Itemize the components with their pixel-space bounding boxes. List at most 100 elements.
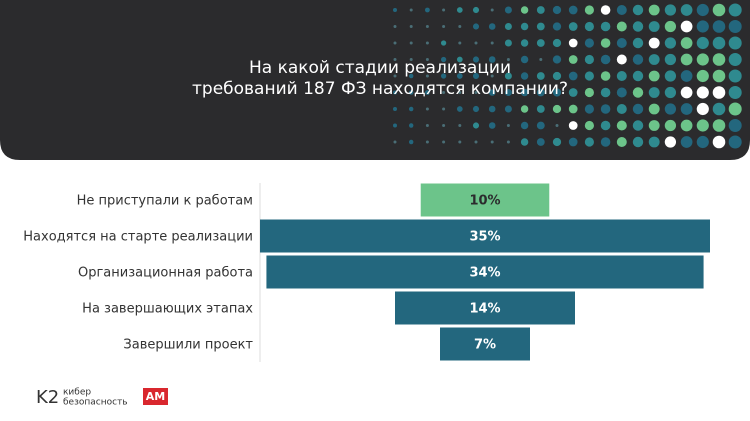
dot [584,5,594,15]
dot [472,23,480,30]
dot [408,139,414,145]
dot [600,120,611,131]
value-label: 34% [469,266,500,281]
dot [472,56,480,63]
dot [520,72,529,80]
dot [472,105,480,113]
dot [664,103,677,115]
dot [490,140,494,144]
dot [648,87,660,98]
dot [442,8,446,12]
dot [504,72,512,80]
dot [648,4,660,16]
dot [616,104,627,114]
dot [696,3,709,17]
dot [552,22,562,31]
dot [712,119,726,132]
dot [425,140,429,144]
dot [600,104,611,114]
category-label: Не приступали к работам [77,194,253,209]
dot [584,54,594,65]
dot [712,69,726,83]
value-label: 10% [469,194,500,209]
dot [536,138,545,146]
dot-pattern [393,3,742,149]
dot [616,38,627,48]
dot [488,89,496,96]
dot [616,5,627,15]
dot [568,38,578,48]
dot [712,53,726,66]
dot [393,58,397,61]
dot [472,122,480,129]
dot [616,87,627,98]
category-label: Находятся на старте реализации [23,230,253,245]
dot [600,87,611,98]
header-bg [0,0,750,160]
dot [536,39,545,47]
dot [536,6,545,14]
dot [664,70,677,82]
dot [600,21,611,32]
dot [648,70,660,82]
bar [420,183,550,217]
dot [440,56,447,63]
dot [664,20,677,33]
dot [504,23,512,30]
dot [728,20,742,33]
dot [616,54,627,65]
dot [393,107,397,111]
dot [458,124,462,127]
dot [584,137,594,147]
dot [520,55,529,64]
dot [440,73,447,79]
dot [472,6,480,14]
logo-am: AM [146,390,165,403]
dot [409,41,413,45]
category-label: На завершающих этапах [82,302,253,317]
dot [728,119,742,132]
dot [425,74,429,78]
dot [648,37,660,49]
dot [648,120,660,131]
dot [506,140,510,144]
dot [393,8,397,12]
dot [664,86,677,99]
dot [520,6,529,14]
dot [393,123,397,128]
category-label: Организационная работа [78,266,253,281]
dot [680,136,693,148]
dot [680,103,693,115]
dot [520,121,529,130]
dot [520,88,529,97]
dot [696,53,709,66]
dot [442,107,446,111]
dot [458,41,462,45]
dot [568,104,578,114]
dot [680,119,693,132]
dot [648,103,660,115]
dot [442,91,446,94]
dot [632,103,644,115]
dot [568,5,578,15]
dot [552,38,562,48]
dot [425,124,429,127]
dot [584,21,594,32]
dot [680,4,693,16]
dot [393,140,397,144]
dot [616,71,627,81]
dot [425,25,429,28]
dot [552,88,562,97]
dot [616,120,627,131]
dot [425,107,429,111]
dot [664,119,677,132]
logo-k2-text: кибер [63,388,91,398]
dot [680,70,693,82]
dot [616,21,627,32]
dot [490,41,494,45]
dot [506,58,510,61]
chart-title: На какой стадии реализации [249,58,511,78]
dot [664,4,677,16]
dot [488,122,496,129]
